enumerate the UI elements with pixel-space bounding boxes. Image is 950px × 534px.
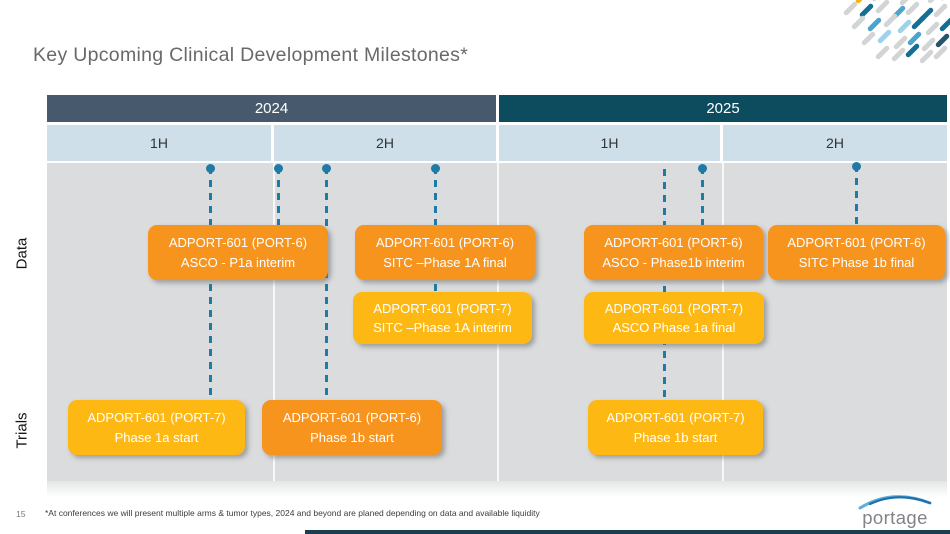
timeline-event-dot (431, 164, 440, 173)
decor-dash-icon (938, 16, 950, 33)
milestone-box: ADPORT-601 (PORT-7) Phase 1a start (68, 400, 245, 455)
decor-dash-icon (932, 44, 949, 61)
decor-dash-icon (850, 14, 867, 31)
decor-dash-icon (890, 46, 907, 63)
decor-dash-icon (860, 30, 877, 47)
portage-logo: portage (852, 490, 938, 529)
decor-dash-icon (910, 14, 927, 31)
milestone-box: ADPORT-601 (PORT-6) ASCO - P1a interim (148, 225, 328, 280)
decor-dash-icon (918, 48, 935, 65)
milestone-connector-line (325, 167, 328, 400)
timeline-event-dot (698, 164, 707, 173)
milestone-connector-line (855, 165, 858, 243)
decor-dash-icon (924, 20, 941, 37)
milestone-event-label: ASCO - P1a interim (180, 254, 296, 270)
milestone-connector-line (663, 169, 666, 400)
decor-dash-icon (904, 0, 921, 17)
bottom-accent-bar (305, 530, 950, 534)
footnote: *At conferences we will present multiple… (45, 508, 540, 518)
half-header-1H-2025: 1H (499, 125, 720, 161)
milestone-event-label: ASCO - Phase1b interim (602, 254, 745, 270)
milestone-connector-line (277, 167, 280, 243)
timeline-event-dot (206, 164, 215, 173)
milestone-connector-line (209, 167, 212, 400)
period-divider (273, 163, 275, 481)
milestone-event-label: Phase 1b start (310, 429, 394, 445)
portage-logo-text: portage (862, 507, 928, 528)
decor-dash-icon (876, 28, 893, 45)
milestone-trial-name: ADPORT-601 (PORT-6) (375, 235, 515, 250)
row-label-data: Data (13, 237, 31, 270)
decor-dash-icon (926, 0, 943, 5)
milestone-event-label: ASCO Phase 1a final (612, 320, 736, 335)
milestone-event-label: SITC Phase 1b final (798, 254, 915, 270)
timeline-body-shadow (47, 481, 947, 496)
milestone-box: ADPORT-601 (PORT-7) Phase 1b start (588, 400, 763, 455)
decor-dash-icon (938, 0, 950, 2)
decor-dash-icon (874, 0, 891, 15)
year-header-2024: 2024 (47, 95, 496, 122)
decor-dash-icon (882, 12, 899, 29)
page-title: Key Upcoming Clinical Development Milest… (33, 44, 469, 67)
row-label-trials: Trials (13, 412, 31, 449)
milestone-box: ADPORT-601 (PORT-7) ASCO Phase 1a final (584, 292, 764, 344)
milestone-trial-name: ADPORT-601 (PORT-6) (282, 410, 422, 425)
milestone-trial-name: ADPORT-601 (PORT-6) (787, 235, 926, 250)
milestone-event-label: Phase 1b start (633, 429, 718, 445)
portage-logo-swoosh-icon (858, 495, 932, 510)
milestone-box: ADPORT-601 (PORT-6) SITC –Phase 1A final (355, 225, 535, 280)
timeline-event-dot (322, 164, 331, 173)
year-header-2025: 2025 (499, 95, 947, 122)
decor-dash-icon (874, 44, 891, 61)
milestone-box: ADPORT-601 (PORT-6) ASCO - Phase1b interi… (584, 225, 763, 280)
decor-dash-icon (896, 18, 913, 35)
milestone-event-label: SITC –Phase 1A final (383, 254, 507, 270)
decor-dash-icon (932, 2, 949, 19)
timeline-body: ADPORT-601 (PORT-6) ASCO - P1a interim ADP… (47, 162, 947, 481)
milestone-trial-name: ADPORT-601 (PORT-6) (168, 235, 308, 250)
milestone-event-label: SITC –Phase 1A interim (373, 320, 512, 335)
milestone-box: ADPORT-601 (PORT-6) Phase 1b start (262, 400, 442, 455)
half-header-2H-2025: 2H (723, 125, 947, 161)
milestone-connector-line (701, 167, 704, 243)
milestone-box: ADPORT-601 (PORT-7) SITC –Phase 1A interi… (353, 292, 532, 344)
decor-dash-icon (866, 16, 883, 33)
half-header-2H-2024: 2H (274, 125, 496, 161)
timeline-event-dot (274, 164, 283, 173)
corner-pattern-decoration (820, 0, 950, 66)
decor-dash-icon (842, 0, 859, 17)
page-number: 15 (16, 509, 26, 519)
milestone-trial-name: ADPORT-601 (PORT-7) (606, 410, 745, 425)
half-header-1H-2024: 1H (47, 125, 271, 161)
milestone-trial-name: ADPORT-601 (PORT-7) (87, 410, 226, 425)
timeline-chart: 2024 2025 1H 2H 1H 2H ADPORT-601 (PORT-6) ASC… (47, 95, 947, 497)
milestone-trial-name: ADPORT-601 (PORT-6) (604, 235, 743, 250)
timeline-event-dot (852, 162, 861, 171)
milestone-box: ADPORT-601 (PORT-6) SITC Phase 1b final (768, 225, 945, 280)
milestone-event-label: Phase 1a start (114, 429, 199, 445)
decor-dash-icon (904, 42, 921, 59)
milestone-trial-name: ADPORT-601 (PORT-7) (604, 300, 744, 316)
milestone-trial-name: ADPORT-601 (PORT-7) (373, 300, 512, 316)
